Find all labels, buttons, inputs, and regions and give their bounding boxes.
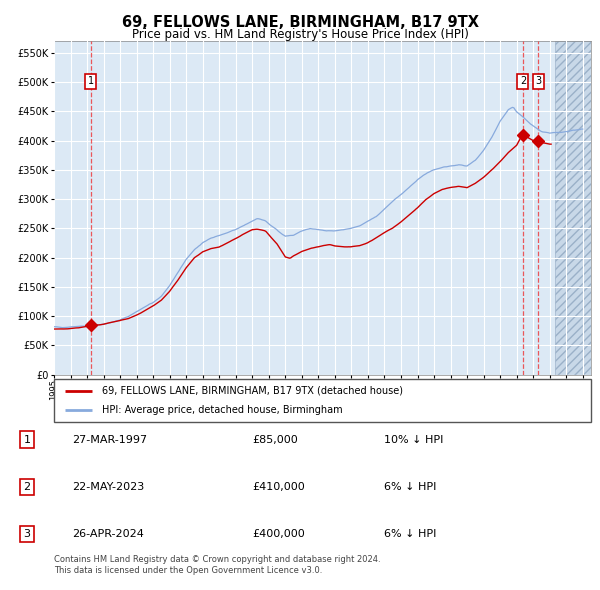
Text: 2: 2: [520, 76, 526, 86]
Text: 27-MAR-1997: 27-MAR-1997: [72, 435, 147, 444]
Text: 22-MAY-2023: 22-MAY-2023: [72, 482, 144, 491]
Text: 2: 2: [23, 482, 31, 491]
FancyBboxPatch shape: [54, 379, 591, 422]
Text: 3: 3: [535, 76, 542, 86]
Text: 6% ↓ HPI: 6% ↓ HPI: [384, 529, 436, 539]
Text: 3: 3: [23, 529, 31, 539]
Text: 1: 1: [23, 435, 31, 444]
Text: £410,000: £410,000: [252, 482, 305, 491]
Text: £400,000: £400,000: [252, 529, 305, 539]
Text: 26-APR-2024: 26-APR-2024: [72, 529, 144, 539]
Text: 69, FELLOWS LANE, BIRMINGHAM, B17 9TX: 69, FELLOWS LANE, BIRMINGHAM, B17 9TX: [121, 15, 479, 30]
Text: Contains HM Land Registry data © Crown copyright and database right 2024.
This d: Contains HM Land Registry data © Crown c…: [54, 555, 380, 575]
Text: HPI: Average price, detached house, Birmingham: HPI: Average price, detached house, Birm…: [103, 405, 343, 415]
Text: 10% ↓ HPI: 10% ↓ HPI: [384, 435, 443, 444]
Text: 69, FELLOWS LANE, BIRMINGHAM, B17 9TX (detached house): 69, FELLOWS LANE, BIRMINGHAM, B17 9TX (d…: [103, 386, 403, 396]
Text: £85,000: £85,000: [252, 435, 298, 444]
Bar: [555, 41, 591, 375]
Text: 1: 1: [88, 76, 94, 86]
Text: Price paid vs. HM Land Registry's House Price Index (HPI): Price paid vs. HM Land Registry's House …: [131, 28, 469, 41]
Text: 6% ↓ HPI: 6% ↓ HPI: [384, 482, 436, 491]
